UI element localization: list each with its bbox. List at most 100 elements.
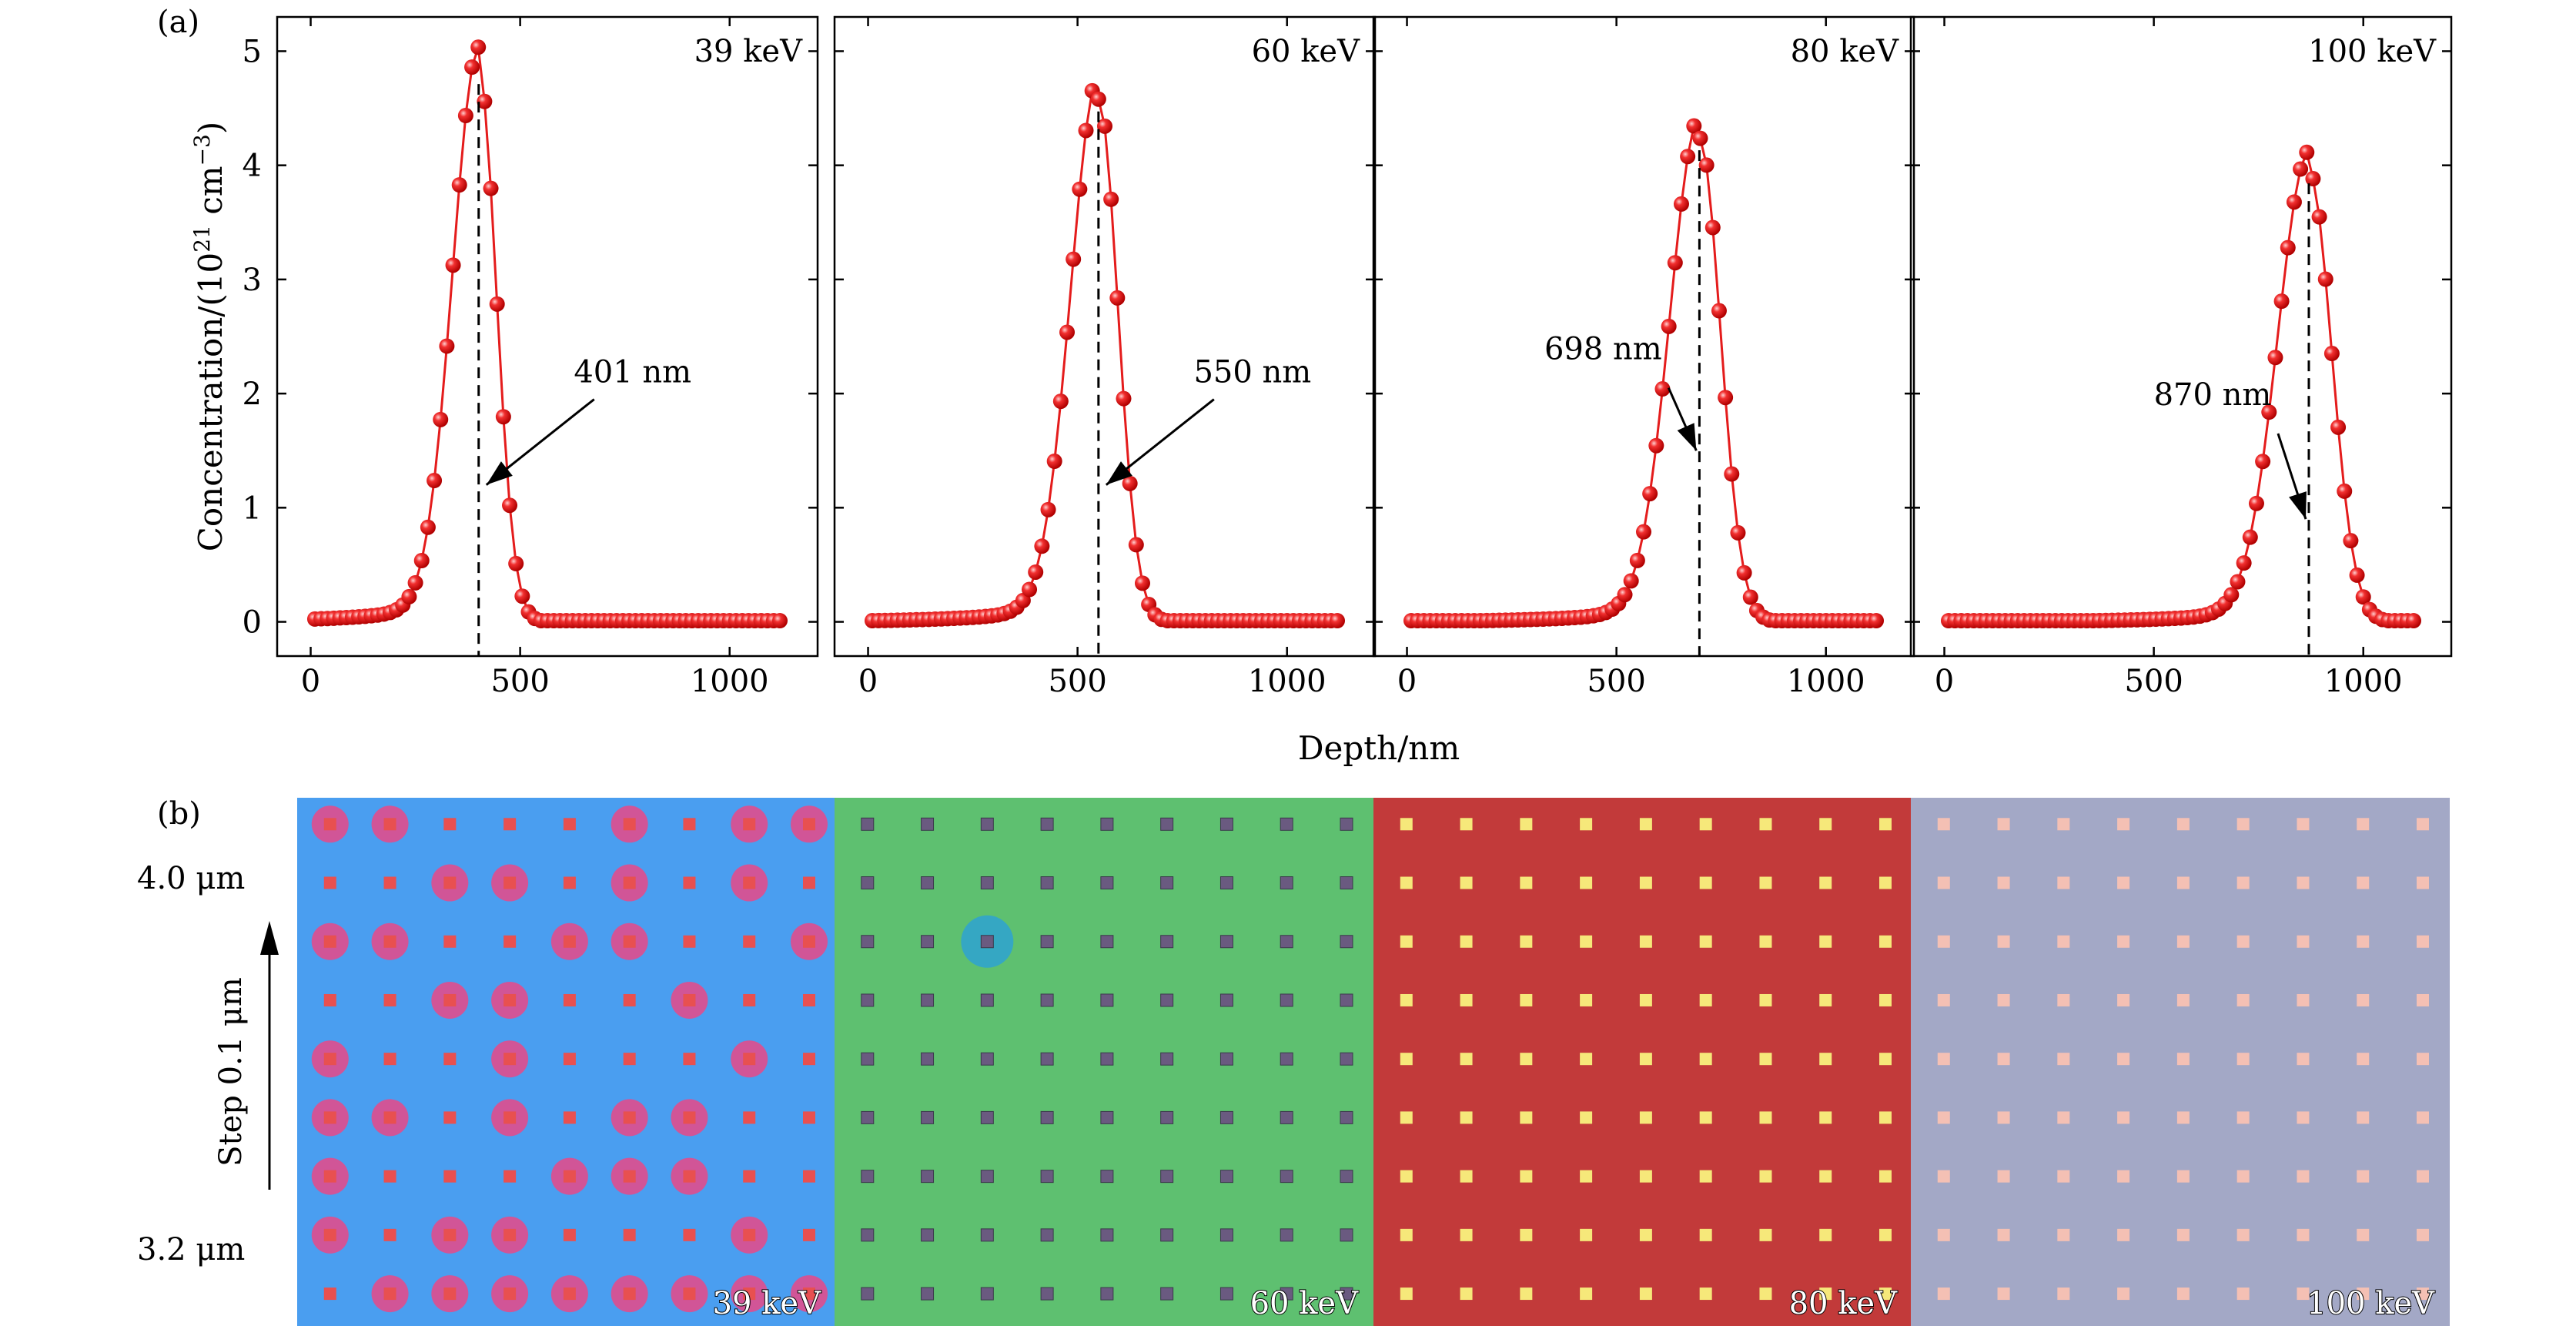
implant-spot: [1997, 818, 2010, 831]
implant-spot: [803, 1228, 815, 1241]
implant-spot: [323, 818, 336, 831]
implant-spot: [2357, 1053, 2370, 1066]
y-tick-label: 5: [243, 34, 262, 69]
implant-spot: [743, 818, 756, 831]
data-point: [427, 473, 443, 489]
implant-spot: [683, 876, 696, 889]
implant-spot: [980, 1228, 994, 1242]
implant-spot: [323, 1111, 336, 1124]
data-point: [1698, 157, 1715, 173]
implant-spot: [1460, 1228, 1473, 1241]
implant-spot: [1759, 935, 1772, 948]
implant-spot: [2176, 876, 2190, 889]
implant-spot: [2236, 993, 2250, 1006]
data-point: [1066, 251, 1082, 267]
implant-spot: [1937, 1170, 1950, 1183]
implant-spot: [2417, 993, 2429, 1006]
implant-spot: [1280, 1110, 1293, 1124]
implant-spot: [2057, 1170, 2070, 1183]
implant-spot: [743, 1053, 756, 1066]
implant-spot: [1879, 1228, 1892, 1241]
implant-spot: [921, 1287, 935, 1301]
x-tick-label: 0: [301, 664, 320, 699]
data-point: [2223, 587, 2240, 603]
data-point: [1661, 318, 1677, 334]
implant-spot: [1759, 1111, 1772, 1124]
implant-spot: [2236, 935, 2250, 948]
implant-spot: [323, 935, 336, 948]
implant-spot: [383, 1053, 396, 1066]
peak-annotation: 401 nm: [574, 354, 691, 390]
data-point: [2349, 567, 2365, 583]
data-point: [470, 39, 487, 55]
implant-spot: [2176, 1053, 2190, 1066]
panel-b-label: (b): [157, 796, 201, 832]
implant-spot: [2117, 818, 2130, 831]
implant-spot: [443, 935, 457, 948]
implant-spot: [1100, 1170, 1114, 1184]
microscopy-4: 100 keV: [1911, 798, 2450, 1326]
panel-a-label: (a): [157, 5, 200, 40]
implant-spot: [1040, 935, 1054, 949]
implant-spot: [1819, 935, 1832, 948]
implant-spot: [1460, 1053, 1473, 1066]
implant-spot: [1699, 1111, 1712, 1124]
micrograph-label: 60 keV: [1250, 1286, 1360, 1321]
microscopy-panel-b: 39 keV 60 keV 80 keV 100 keV: [260, 798, 2450, 1326]
implant-spot: [383, 935, 396, 948]
implant-spot: [1699, 993, 1712, 1006]
implant-spot: [2297, 1228, 2310, 1241]
implant-spot: [1040, 1052, 1054, 1066]
arrowhead: [2289, 491, 2307, 520]
implant-spot: [1280, 876, 1293, 890]
data-point: [1673, 196, 1689, 212]
implant-spot: [1759, 1170, 1772, 1183]
implant-spot: [1759, 876, 1772, 889]
implant-spot: [2357, 818, 2370, 831]
implant-spot: [2297, 935, 2310, 948]
implant-spot: [503, 1287, 517, 1301]
implant-spot: [1937, 1287, 1950, 1301]
x-tick-label: 500: [1587, 664, 1645, 699]
data-point: [2280, 239, 2296, 256]
implant-spot: [803, 876, 815, 889]
data-point: [2311, 209, 2327, 225]
panel-title: 80 keV: [1791, 34, 1900, 69]
implant-spot: [623, 935, 636, 948]
data-point: [1724, 466, 1740, 482]
implant-spot: [1879, 1287, 1892, 1301]
implant-spot: [1520, 1053, 1533, 1066]
data-point: [1648, 437, 1664, 454]
implant-spot: [1819, 993, 1832, 1006]
implant-spot: [861, 1287, 875, 1301]
arrowhead: [1677, 423, 1697, 451]
implant-spot: [1639, 1287, 1652, 1301]
x-tick-label: 500: [490, 664, 549, 699]
implant-spot: [1040, 876, 1054, 890]
microscopy-1: 39 keV: [297, 798, 836, 1326]
implant-spot: [563, 1111, 576, 1124]
implant-spot: [743, 1287, 756, 1301]
implant-spot: [2057, 993, 2070, 1006]
panel-title: 100 keV: [2308, 34, 2437, 69]
y-tick-label: 3: [243, 263, 262, 298]
x-tick-label: 0: [858, 664, 878, 699]
data-point: [495, 409, 511, 425]
data-point: [477, 93, 493, 109]
implant-spot: [2236, 876, 2250, 889]
implant-spot: [1580, 1053, 1593, 1066]
implant-spot: [1340, 1228, 1353, 1242]
data-point: [413, 553, 430, 569]
implant-spot: [803, 935, 815, 948]
data-point: [464, 59, 480, 75]
implant-spot: [1040, 1110, 1054, 1124]
implant-spot: [861, 1052, 875, 1066]
implant-spot: [2176, 1287, 2190, 1301]
data-point: [1654, 381, 1671, 397]
implant-spot: [2236, 1053, 2250, 1066]
implant-spot: [2297, 876, 2310, 889]
data-point: [1623, 573, 1639, 589]
implant-spot: [861, 876, 875, 890]
implant-spot: [1340, 876, 1353, 890]
data-point: [2343, 533, 2359, 549]
